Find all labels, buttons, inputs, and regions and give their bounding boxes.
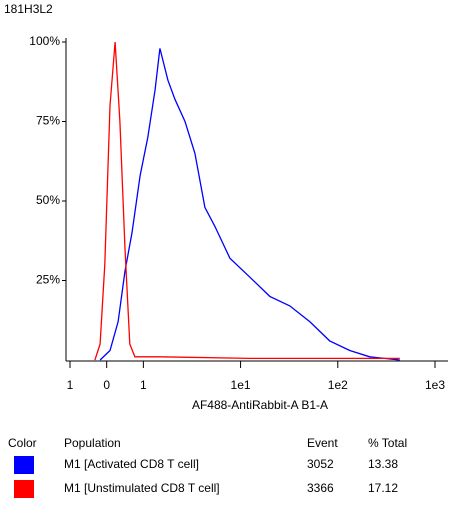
x-tick-label: 1e1: [231, 378, 251, 392]
x-tick-label: 1e3: [425, 378, 445, 392]
legend-header: Population: [64, 436, 121, 450]
legend-swatch: [14, 480, 34, 498]
legend-event: 3052: [307, 457, 334, 471]
legend-name: M1 [Activated CD8 T cell]: [64, 457, 199, 471]
x-tick-label: 0: [103, 378, 110, 392]
x-tick-label: 1: [140, 378, 147, 392]
series-line: [94, 41, 400, 361]
legend-event: 3366: [307, 481, 334, 495]
y-tick-label: 50%: [36, 193, 60, 207]
legend-name: M1 [Unstimulated CD8 T cell]: [64, 481, 220, 495]
y-tick-label: 75%: [36, 114, 60, 128]
x-tick-label: 1: [67, 378, 74, 392]
legend-percent: 13.38: [368, 457, 398, 471]
legend-swatch: [14, 456, 34, 474]
legend-header: Color: [8, 436, 37, 450]
x-axis-label: AF488-AntiRabbit-A B1-A: [192, 398, 328, 412]
legend-header: Event: [307, 436, 338, 450]
y-tick-label: 25%: [36, 273, 60, 287]
series-line: [99, 48, 400, 361]
chart-title: 181H3L2: [4, 2, 53, 16]
legend-percent: 17.12: [368, 481, 398, 495]
x-tick-label: 1e2: [328, 378, 348, 392]
y-tick-label: 100%: [29, 34, 60, 48]
legend-header: % Total: [368, 436, 407, 450]
